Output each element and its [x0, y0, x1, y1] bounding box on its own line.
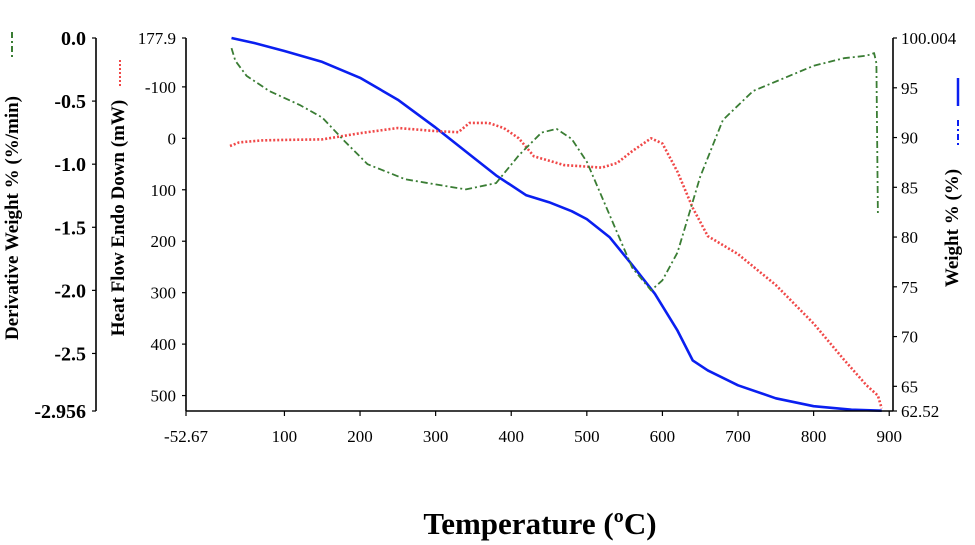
heat-flow-tick-label: 100 [151, 181, 177, 200]
plot-lines [229, 36, 883, 412]
derivative-tick-label: -1.5 [54, 217, 86, 239]
derivative-tick-label: 0.0 [61, 28, 86, 50]
weight-tick-label: 75 [901, 278, 918, 297]
x-tick-label: 300 [423, 427, 449, 446]
x-tick-label: 200 [347, 427, 373, 446]
weight-tick-label: 95 [901, 79, 918, 98]
weight-tick-label: 85 [901, 178, 918, 197]
weight-tick-label: 80 [901, 228, 918, 247]
heat-flow-tick-label: 200 [151, 232, 177, 251]
derivative-tick-label: -1.0 [54, 154, 86, 176]
weight-series-line [231, 36, 882, 412]
x-axis-title: Temperature (ºC) [423, 506, 656, 541]
heat-flow-tick-label: 400 [151, 335, 177, 354]
weight-tick-label: 90 [901, 129, 918, 148]
axes [95, 38, 894, 412]
ticks: 0.0 -0.5 -1.0 -1.5 -2.0 -2.5 -2.956 177.9 -100 0 1… [34, 28, 956, 446]
x-tick-label: 500 [574, 427, 600, 446]
heat-flow-tick-label: 0 [168, 129, 177, 148]
derivative-series-line [230, 47, 879, 292]
heat-flow-axis-title: Heat Flow Endo Down (mW) [108, 100, 129, 336]
heat-flow-tick-label: -100 [145, 78, 176, 97]
x-tick-label: -52.67 [164, 427, 208, 446]
heat-flow-tick-label: 300 [151, 284, 177, 303]
heat_flow-series-line [229, 121, 883, 409]
derivative-tick-label: -2.0 [54, 280, 86, 302]
derivative-tick-label: -2.5 [54, 343, 86, 365]
heat-flow-tick-label: 177.9 [138, 29, 176, 48]
weight-axis-title: Weight % (%) [942, 169, 963, 287]
weight-tick-label: 70 [901, 328, 918, 347]
weight-tick-label: 100.004 [901, 29, 957, 48]
weight-tick-label: 65 [901, 377, 918, 396]
x-tick-label: 900 [876, 427, 902, 446]
x-tick-label: 800 [801, 427, 827, 446]
derivative-axis-title: Derivative Weight % (%/min) [2, 96, 23, 340]
x-tick-label: 400 [498, 427, 524, 446]
weight-tick-label: 62.52 [901, 402, 939, 421]
x-tick-label: 100 [272, 427, 298, 446]
heat-flow-tick-label: 500 [151, 387, 177, 406]
x-tick-label: 600 [650, 427, 676, 446]
derivative-tick-label: -0.5 [54, 91, 86, 113]
derivative-tick-label: -2.956 [34, 401, 86, 423]
x-tick-label: 700 [725, 427, 751, 446]
